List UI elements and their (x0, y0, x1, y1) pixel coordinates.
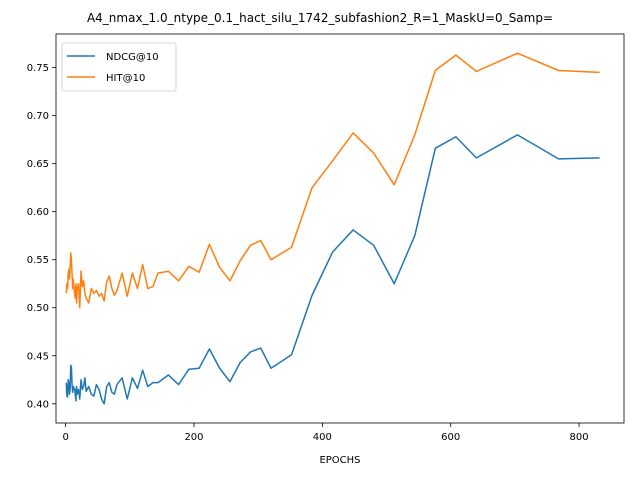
chart-title: A4_nmax_1.0_ntype_0.1_hact_silu_1742_sub… (87, 11, 553, 25)
y-tick-label: 0.65 (27, 159, 49, 170)
series-layer (65, 52, 600, 405)
x-axis: 0 200 400 600 800 (62, 423, 589, 443)
legend: NDCG@10 HIT@10 (61, 42, 177, 92)
series-line-ndcg-10 (65, 134, 600, 405)
y-tick-label: 0.75 (27, 63, 49, 74)
x-tick-label: 600 (441, 432, 460, 443)
x-axis-label: EPOCHS (319, 455, 360, 466)
y-tick-label: 0.40 (27, 399, 49, 410)
y-tick-label: 0.55 (27, 255, 49, 266)
y-axis: 0.40 0.45 0.50 0.55 0.60 0.65 0.70 0.75 (27, 63, 56, 410)
y-tick-label: 0.50 (27, 303, 49, 314)
x-tick-label: 0 (62, 432, 68, 443)
y-tick-label: 0.45 (27, 351, 49, 362)
legend-frame (61, 42, 177, 92)
y-tick-label: 0.60 (27, 207, 49, 218)
legend-label-hit: HIT@10 (106, 73, 145, 84)
x-tick-label: 200 (184, 432, 203, 443)
plot-area (55, 33, 625, 424)
legend-label-ndcg: NDCG@10 (106, 52, 159, 63)
y-tick-label: 0.70 (27, 111, 49, 122)
x-tick-label: 400 (313, 432, 332, 443)
x-tick-label: 800 (570, 432, 589, 443)
series-line-hit-10 (65, 52, 600, 309)
